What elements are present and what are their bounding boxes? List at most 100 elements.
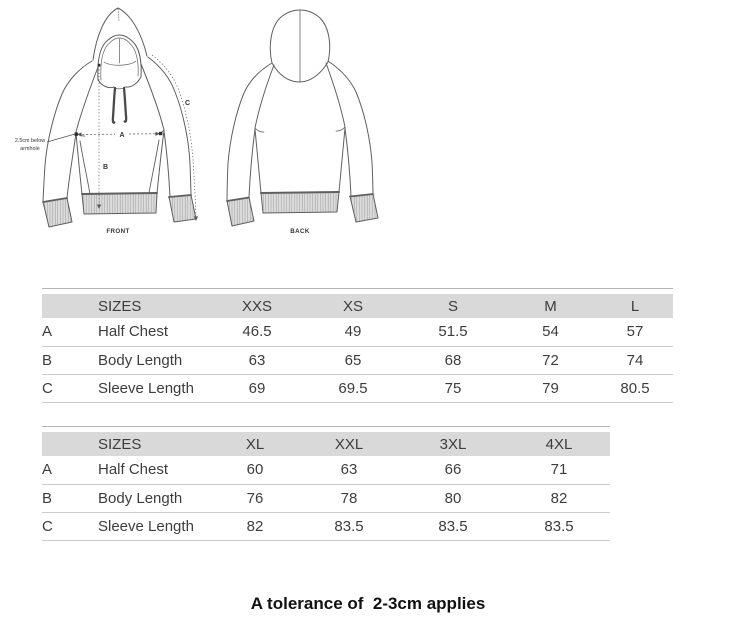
row-letter: A — [42, 323, 53, 341]
measure-a-label: A — [119, 132, 124, 139]
row-label: Half Chest — [98, 323, 169, 341]
back-waistband — [260, 191, 340, 214]
callout-line1: 2.5cm below — [15, 138, 45, 144]
table-row-sleeve-length: C Sleeve Length 69 69.5 75 79 80.5 — [42, 374, 673, 402]
back-sleeve-left-inner — [248, 128, 256, 198]
table-row-half-chest: A Half Chest 46.5 49 51.5 54 57 — [42, 318, 673, 346]
table1-header-sizes: SIZES — [98, 297, 142, 315]
cell-value: 60 — [246, 461, 264, 479]
back-sleeve-left-outer — [226, 62, 273, 202]
front-waistband — [81, 192, 158, 215]
back-armpit-left — [254, 127, 265, 133]
size-table-xxs-l: SIZES XXS XS S M L A Half Chest 46.5 49 … — [42, 294, 673, 403]
cell-value: 68 — [444, 351, 462, 369]
front-raglan-left — [75, 66, 99, 133]
table2-header-4xl: 4XL — [545, 435, 573, 453]
row-letter: B — [42, 489, 53, 507]
table-row-body-length: B Body Length 63 65 68 72 74 — [42, 346, 673, 374]
front-cuff-left — [42, 197, 73, 228]
measure-a-marker-right — [159, 131, 163, 136]
cell-value: 49 — [344, 323, 362, 341]
back-raglan-left — [254, 64, 275, 129]
table2-header-row: SIZES XL XXL 3XL 4XL — [42, 432, 610, 456]
cell-value: 83.5 — [334, 517, 364, 535]
front-pocket-left-edge — [79, 140, 91, 195]
cell-value: 65 — [344, 351, 362, 369]
front-drawstring-left — [111, 86, 117, 124]
back-view-label: BACK — [290, 228, 310, 235]
front-body-left — [75, 132, 83, 195]
front-hood-peak-seam — [117, 8, 120, 22]
back-sleeve-right-inner — [344, 127, 352, 197]
table1-header-l: L — [630, 297, 640, 315]
cell-value: 46.5 — [242, 323, 272, 341]
measure-a-label-bg — [117, 129, 127, 139]
back-sleeve-right-outer — [327, 60, 374, 195]
front-view-label: FRONT — [106, 228, 129, 235]
cell-value: 78 — [340, 489, 358, 507]
back-cuff-left — [226, 197, 255, 227]
row-label: Sleeve Length — [98, 517, 194, 535]
measure-b-label: B — [103, 164, 108, 171]
row-letter: A — [42, 461, 53, 479]
front-neckline-right — [124, 76, 142, 88]
back-cuff-right-top-edge — [349, 193, 374, 198]
row-letter: C — [42, 517, 53, 535]
row-label: Half Chest — [98, 461, 169, 479]
row-label: Body Length — [98, 489, 183, 507]
callout-leader-line — [46, 133, 76, 143]
cell-value: 57 — [626, 323, 644, 341]
table1-header-xxs: XXS — [241, 297, 272, 315]
tolerance-note: A tolerance of 2-3cm applies — [250, 594, 486, 613]
front-hood-outline — [92, 7, 148, 61]
table2-top-border — [42, 426, 610, 427]
front-cuff-right-top-edge — [168, 194, 192, 198]
front-cuff-right — [168, 194, 197, 223]
front-hood-back-panel — [103, 60, 137, 66]
table-row-sleeve-length: C Sleeve Length 82 83.5 83.5 83.5 — [42, 512, 610, 540]
size-table-xl-4xl: SIZES XL XXL 3XL 4XL A Half Chest 60 63 … — [42, 432, 610, 541]
table2-header-empty — [42, 432, 98, 456]
cell-value: 69.5 — [338, 379, 368, 397]
front-drawstring-right — [122, 86, 128, 123]
cell-value: 54 — [542, 323, 559, 341]
table1-header-empty — [42, 294, 98, 318]
front-sleeve-right-outer — [147, 56, 192, 196]
cell-value: 80 — [444, 489, 462, 507]
front-cuff-left-top-edge — [42, 197, 68, 203]
row-letter: B — [42, 351, 53, 369]
cell-value: 66 — [444, 461, 462, 479]
front-hood-opening-inner — [100, 37, 139, 81]
front-hood-opening-outer — [97, 34, 142, 81]
table1-header-m: M — [544, 297, 557, 315]
row-letter: C — [42, 379, 53, 397]
cell-value: 72 — [542, 351, 559, 369]
table2-header-xl: XL — [245, 435, 265, 453]
back-raglan-right — [325, 62, 346, 128]
measure-a-marker-left — [74, 132, 78, 136]
back-armpit-right — [335, 126, 346, 132]
hoodie-flat-sketch-svg: A B C 2.5cm below armhole FRONT — [15, 7, 379, 235]
cell-value: 83.5 — [544, 517, 574, 535]
cell-value: 82 — [246, 517, 264, 535]
front-pocket-right-edge — [148, 139, 160, 194]
cell-value: 82 — [550, 489, 568, 507]
front-sleeve-left-inner — [66, 132, 77, 199]
hoodie-back-view — [226, 9, 379, 227]
measure-b-marker-top — [97, 63, 101, 67]
cell-value: 83.5 — [438, 517, 468, 535]
cell-value: 63 — [340, 461, 358, 479]
back-waistband-top-edge — [260, 191, 340, 194]
table1-header-xs: XS — [342, 297, 363, 315]
table2-header-sizes: SIZES — [98, 435, 142, 453]
row-label: Body Length — [98, 351, 183, 369]
back-cuff-left-top-edge — [226, 196, 250, 202]
callout-line2: armhole — [20, 146, 39, 152]
table2-header-xxl: XXL — [334, 435, 364, 453]
back-cuff-right — [349, 193, 379, 223]
cell-value: 80.5 — [620, 379, 650, 397]
table1-header-row: SIZES XXS XS S M L — [42, 294, 673, 318]
table-row-half-chest: A Half Chest 60 63 66 71 — [42, 456, 610, 484]
table1-top-border — [42, 288, 673, 289]
